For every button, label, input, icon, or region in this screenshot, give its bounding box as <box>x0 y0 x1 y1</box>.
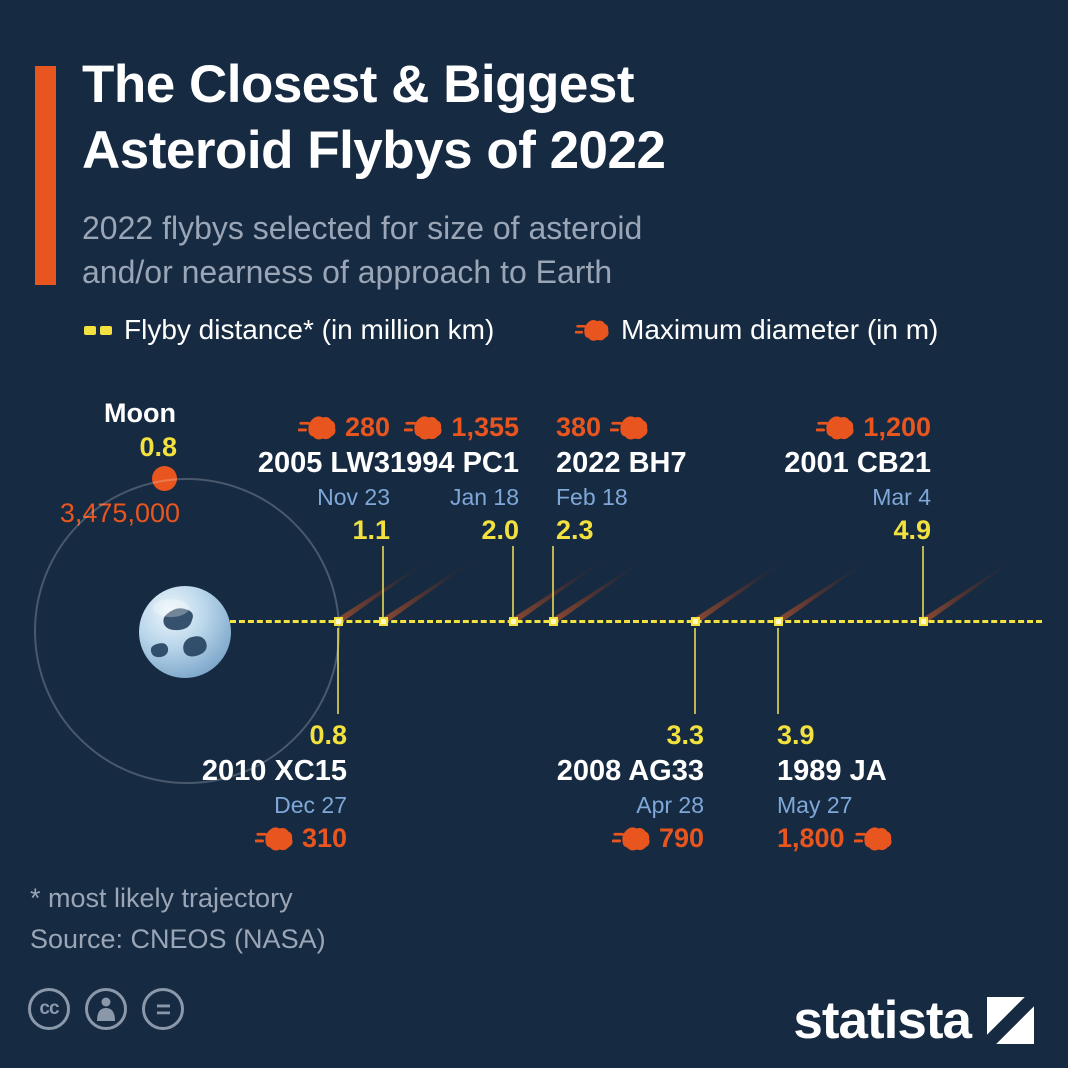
connector-line <box>337 628 339 714</box>
asteroid-icon <box>816 415 854 441</box>
diameter-value: 310 <box>301 823 347 853</box>
asteroid-entry-2005-lw3: 280 2005 LW3 Nov 23 1.1 <box>258 410 390 548</box>
equals-icon[interactable]: = <box>142 988 184 1030</box>
moon-distance-value: 0.8 <box>139 432 177 462</box>
legend-max-diameter: Maximum diameter (in m) <box>575 310 938 350</box>
asteroid-entry-2010-xc15: 0.8 2010 XC15 Dec 27 310 <box>202 718 347 856</box>
asteroid-name: 1994 PC1 <box>390 447 519 479</box>
diameter-row: 1,355 <box>404 412 519 443</box>
timeline-tick <box>379 617 388 626</box>
asteroid-name: 1989 JA <box>777 755 887 787</box>
distance-value: 2.0 <box>481 515 519 545</box>
asteroid-entry-1989-ja: 3.9 1989 JA May 27 1,800 <box>777 718 892 856</box>
connector-line <box>922 546 924 618</box>
asteroid-date: May 27 <box>777 792 853 818</box>
asteroid-icon <box>575 319 609 342</box>
statista-logo[interactable]: statista <box>793 994 1034 1047</box>
footnote-block: * most likely trajectory Source: CNEOS (… <box>30 878 326 960</box>
creative-commons-badges: cc = <box>28 988 184 1030</box>
asteroid-name: 2022 BH7 <box>556 447 687 479</box>
title-accent-bar <box>35 66 56 285</box>
distance-value: 4.9 <box>893 515 931 545</box>
asteroid-date: Feb 18 <box>556 484 628 510</box>
title-line-1: The Closest & Biggest <box>82 55 634 114</box>
diameter-row: 1,200 <box>816 412 931 443</box>
asteroid-date: Jan 18 <box>449 484 519 510</box>
diameter-value: 1,200 <box>863 412 931 442</box>
asteroid-icon <box>298 415 336 441</box>
asteroid-date: Apr 28 <box>636 792 704 818</box>
connector-line <box>512 546 514 618</box>
subtitle-line-2: and/or nearness of approach to Earth <box>82 254 613 290</box>
meteor-streak <box>551 554 648 626</box>
diameter-row: 310 <box>255 823 347 854</box>
diameter-value: 1,355 <box>451 412 519 442</box>
flyby-timeline-axis <box>230 620 1042 623</box>
timeline-tick <box>774 617 783 626</box>
meteor-streak <box>381 554 478 626</box>
asteroid-name: 2008 AG33 <box>556 755 704 787</box>
timeline-tick <box>691 617 700 626</box>
asteroid-name: 2001 CB21 <box>784 447 931 479</box>
asteroid-name: 2010 XC15 <box>201 755 347 787</box>
asteroid-icon <box>255 826 293 852</box>
timeline-tick <box>919 617 928 626</box>
timeline-tick <box>334 617 343 626</box>
connector-line <box>694 628 696 714</box>
distance-value: 0.8 <box>309 720 347 750</box>
source-text: Source: CNEOS (NASA) <box>30 924 326 954</box>
statista-wordmark: statista <box>793 991 972 1050</box>
diameter-row: 790 <box>612 823 704 854</box>
connector-line <box>382 546 384 618</box>
meteor-streak <box>776 554 873 626</box>
diameter-row: 1,800 <box>777 823 892 854</box>
asteroid-date: Mar 4 <box>872 484 931 510</box>
asteroid-icon <box>404 415 442 441</box>
diameter-value: 790 <box>658 823 704 853</box>
page-subtitle: 2022 flybys selected for size of asteroi… <box>82 206 642 294</box>
moon-orbit-ring <box>34 478 340 784</box>
timeline-tick <box>509 617 518 626</box>
timeline-tick <box>549 617 558 626</box>
asteroid-entry-2001-cb21: 1,200 2001 CB21 Mar 4 4.9 <box>784 410 931 548</box>
legend-flyby-distance: Flyby distance* (in million km) <box>84 310 494 350</box>
asteroid-icon <box>612 826 650 852</box>
earth-icon <box>139 586 231 678</box>
subtitle-line-1: 2022 flybys selected for size of asteroi… <box>82 210 643 246</box>
distance-value: 3.3 <box>666 720 704 750</box>
asteroid-date: Nov 23 <box>317 484 390 510</box>
distance-value: 1.1 <box>352 515 390 545</box>
diameter-row: 380 <box>556 412 648 443</box>
footnote-text: * most likely trajectory <box>30 883 293 913</box>
legend-max-diameter-label: Maximum diameter (in m) <box>621 314 939 345</box>
asteroid-entry-1994-pc1: 1,355 1994 PC1 Jan 18 2.0 <box>390 410 519 548</box>
diameter-value: 280 <box>344 412 390 442</box>
page-title: The Closest & Biggest Asteroid Flybys of… <box>82 52 666 184</box>
meteor-streak <box>921 554 1018 626</box>
diameter-value: 380 <box>556 412 602 442</box>
cc-icon[interactable]: cc <box>28 988 70 1030</box>
title-line-2: Asteroid Flybys of 2022 <box>82 121 666 180</box>
dashed-line-icon <box>84 325 112 335</box>
moon-label: Moon <box>104 398 176 428</box>
legend-flyby-distance-label: Flyby distance* (in million km) <box>124 314 495 345</box>
statista-mark-icon <box>987 997 1034 1044</box>
meteor-streak <box>693 554 790 626</box>
diameter-value: 1,800 <box>777 823 845 853</box>
connector-line <box>552 546 554 618</box>
asteroid-name: 2005 LW3 <box>257 447 390 479</box>
asteroid-icon <box>854 826 892 852</box>
diameter-row: 280 <box>298 412 390 443</box>
connector-line <box>777 628 779 714</box>
distance-value: 3.9 <box>777 720 815 750</box>
asteroid-entry-2022-bh7: 380 2022 BH7 Feb 18 2.3 <box>556 410 687 548</box>
asteroid-date: Dec 27 <box>274 792 347 818</box>
meteor-streak <box>336 554 433 626</box>
attribution-person-icon[interactable] <box>85 988 127 1030</box>
asteroid-icon <box>610 415 648 441</box>
asteroid-entry-2008-ag33: 3.3 2008 AG33 Apr 28 790 <box>557 718 704 856</box>
distance-value: 2.3 <box>556 515 594 545</box>
